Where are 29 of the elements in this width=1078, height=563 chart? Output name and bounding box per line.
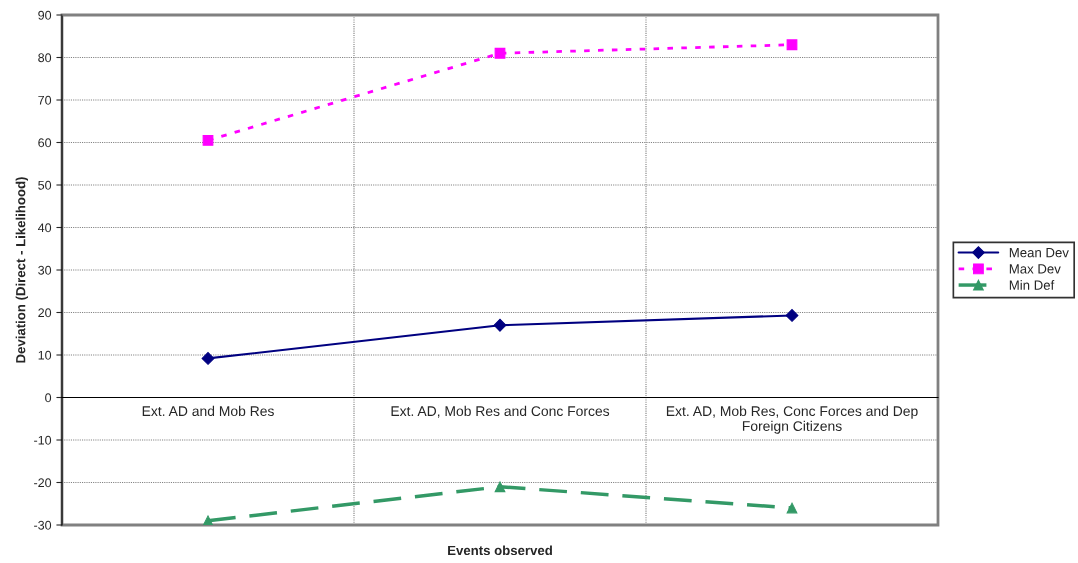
x-tick-label: Ext. AD, Mob Res and Conc Forces [391,405,610,418]
point [785,309,799,322]
point [494,481,506,493]
legend-label: Mean Dev [1009,248,1069,258]
y-tick-label: 70 [38,95,52,105]
x-axis-title: Events observed [448,545,552,556]
x-tick-label: Ext. AD and Mob Res [142,405,274,417]
point [493,318,507,332]
y-axis-title: Deviation (Direct - Likelihood) [15,177,28,363]
point [202,134,214,146]
y-tick-label: 0 [45,393,52,403]
y-tick-label: -10 [34,435,52,445]
y-tick-label: 20 [38,308,52,318]
y-tick-label: -20 [34,478,52,488]
point [786,502,798,514]
y-tick-label: 50 [38,180,52,190]
y-tick-label: 60 [38,138,52,148]
point [786,39,798,51]
point [494,47,506,59]
y-tick-label: 80 [38,53,52,63]
x-tick-label: Ext. AD, Mob Res, Conc Forces and Dep Foreign Citizens [666,405,918,434]
y-tick-label: 90 [38,10,52,20]
y-tick-label: 30 [38,265,52,275]
y-tick-label: -30 [34,520,52,530]
legend-label: Min Def [1009,280,1055,290]
y-tick-label: 40 [37,223,52,233]
point [201,351,215,365]
y-tick-label: 10 [38,350,52,360]
legend-label: Max Dev [1009,264,1061,274]
